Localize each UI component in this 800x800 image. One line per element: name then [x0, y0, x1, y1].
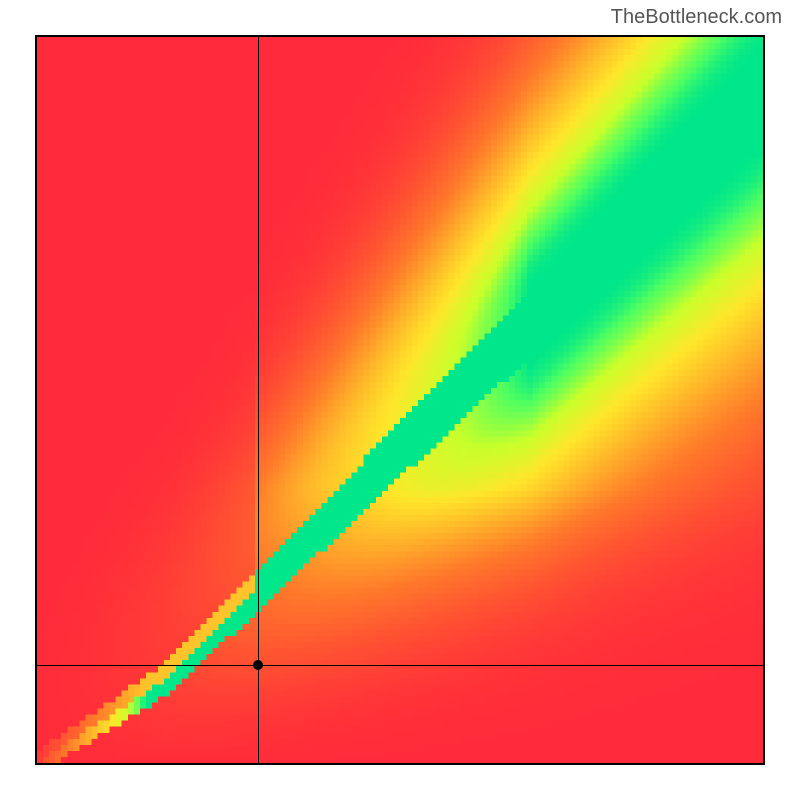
watermark-text: TheBottleneck.com: [611, 6, 782, 29]
chart-container: TheBottleneck.com: [0, 0, 800, 800]
marker-dot: [253, 660, 263, 670]
crosshair-horizontal: [37, 665, 763, 666]
plot-frame: [35, 35, 765, 765]
heatmap-canvas: [37, 37, 763, 763]
crosshair-vertical: [258, 37, 259, 763]
